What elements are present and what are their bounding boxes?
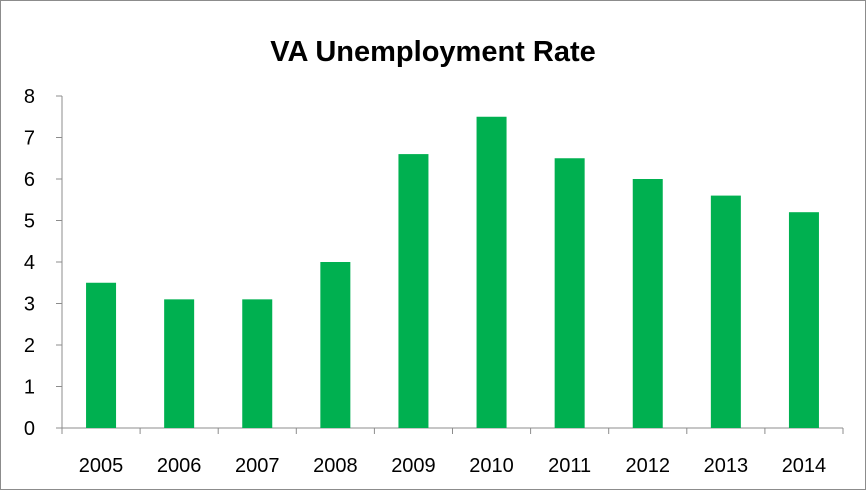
y-tick-label: 7 bbox=[24, 128, 35, 150]
x-axis: 2005 2006 2007 2008 2009 2010 2011 2012 2013 2014 bbox=[61, 427, 844, 477]
x-tick-label: 2010 bbox=[469, 455, 514, 477]
y-tick-label: 5 bbox=[24, 211, 35, 233]
bar bbox=[242, 299, 273, 428]
x-tick-label: 2005 bbox=[79, 455, 124, 477]
x-tick-label: 2006 bbox=[157, 455, 202, 477]
y-tick-label: 3 bbox=[24, 294, 35, 316]
y-tick-label: 1 bbox=[24, 377, 35, 399]
bar bbox=[164, 299, 195, 428]
bar bbox=[788, 212, 819, 428]
chart-title: VA Unemployment Rate bbox=[270, 36, 596, 68]
bar bbox=[398, 154, 429, 428]
y-tick-label: 2 bbox=[24, 335, 35, 357]
x-tick-label: 2014 bbox=[782, 455, 827, 477]
y-tick-label: 6 bbox=[24, 169, 35, 191]
x-tick-label: 2011 bbox=[548, 455, 591, 477]
y-tick-label: 8 bbox=[24, 86, 35, 108]
x-tick-label: 2008 bbox=[313, 455, 358, 477]
x-tick-label: 2007 bbox=[235, 455, 280, 477]
x-tick-label: 2009 bbox=[391, 455, 436, 477]
bar bbox=[554, 158, 585, 428]
bar bbox=[320, 262, 351, 428]
y-tick-label: 0 bbox=[24, 418, 35, 440]
bar bbox=[86, 282, 117, 428]
y-tick-label: 4 bbox=[24, 252, 35, 274]
bar bbox=[476, 116, 507, 428]
bar bbox=[710, 195, 741, 428]
y-axis: 0 1 2 3 4 5 6 7 8 bbox=[24, 86, 63, 440]
x-tick-label: 2013 bbox=[704, 455, 749, 477]
x-tick-label: 2012 bbox=[626, 455, 671, 477]
bar bbox=[632, 179, 663, 428]
bars bbox=[86, 116, 819, 428]
